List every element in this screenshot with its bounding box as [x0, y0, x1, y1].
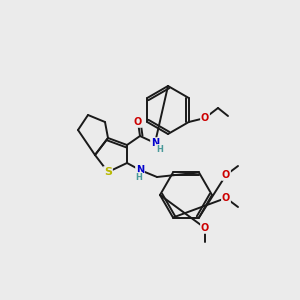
Text: H: H [157, 145, 164, 154]
Text: H: H [136, 172, 142, 182]
Text: O: O [201, 113, 209, 123]
Text: O: O [222, 193, 230, 203]
Text: N: N [151, 138, 159, 148]
Text: S: S [104, 167, 112, 177]
Text: O: O [222, 170, 230, 180]
Text: O: O [201, 223, 209, 233]
Text: O: O [134, 117, 142, 127]
Text: N: N [136, 165, 144, 175]
